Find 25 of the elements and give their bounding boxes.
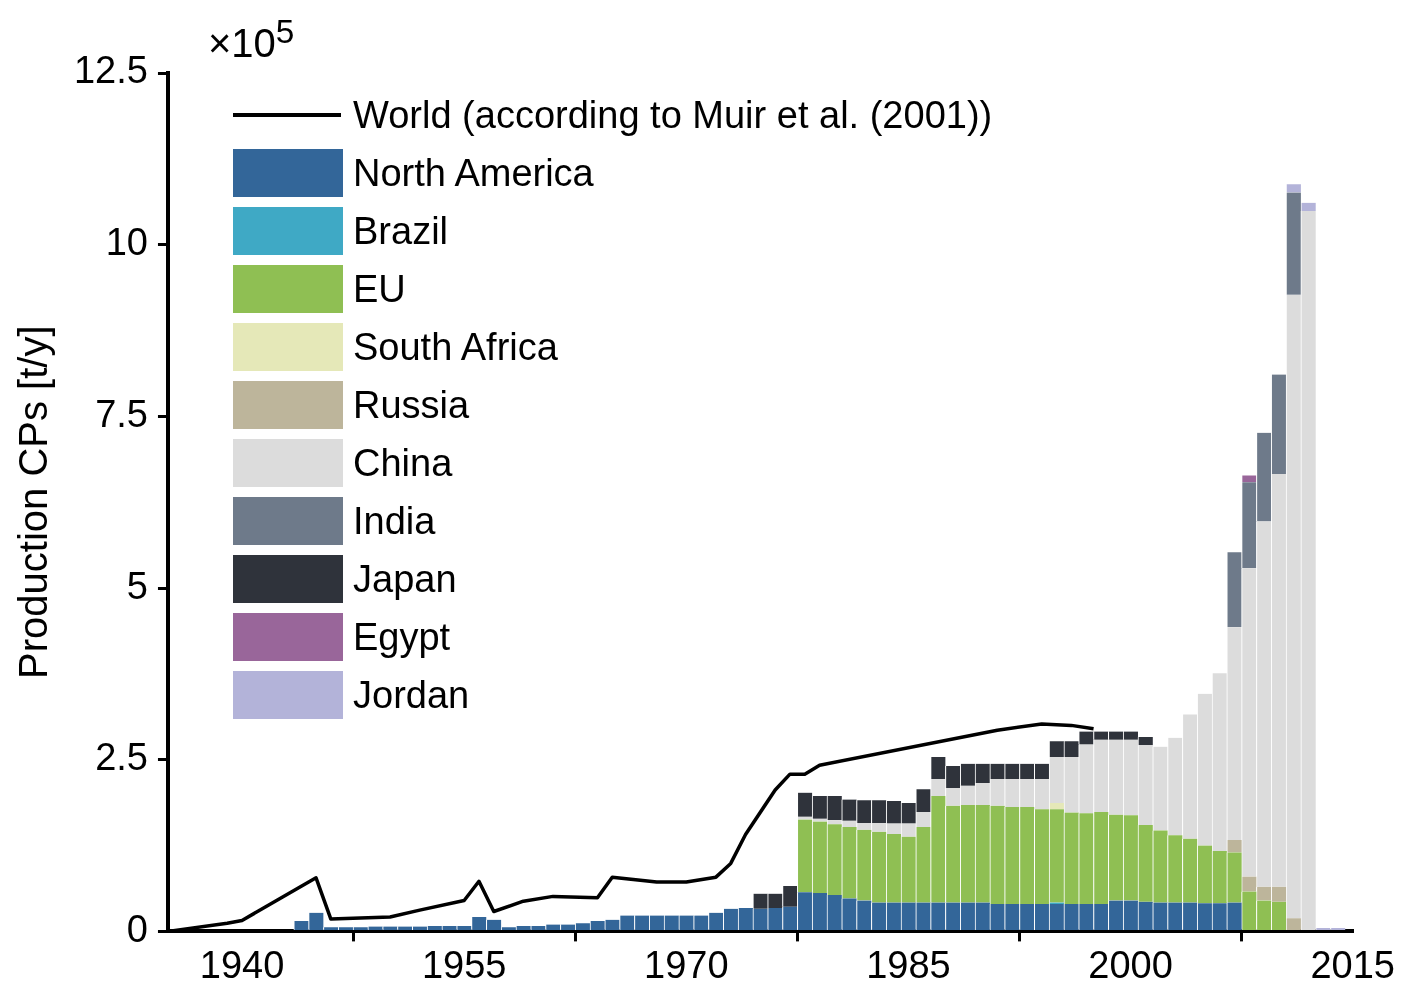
legend-label: India <box>353 499 436 543</box>
x-tick-label: 2015 <box>1310 943 1396 986</box>
legend-label: Brazil <box>353 209 449 253</box>
y-tick-label: 10 <box>105 221 148 264</box>
x-tick-label: 1955 <box>421 943 507 986</box>
y-tick-label: 7.5 <box>95 392 148 435</box>
y-axis-title: Production CPs [t/y] <box>11 325 56 679</box>
legend-label: Jordan <box>353 673 470 717</box>
legend-label: Russia <box>353 383 470 427</box>
legend-label: EU <box>353 267 406 311</box>
legend-label: North America <box>353 151 594 195</box>
x-tick-label: 1940 <box>199 943 285 986</box>
legend-label: Japan <box>353 557 457 601</box>
legend-label: South Africa <box>353 325 558 369</box>
text: ×10$^{5}$ <box>208 12 295 66</box>
x-tick-label: 1985 <box>866 943 951 986</box>
legend-label: World (according to Muir et al. (2001)) <box>353 93 993 137</box>
legend-label: China <box>353 441 453 485</box>
x-tick-label: 1970 <box>644 943 729 986</box>
x-tick-label: 2000 <box>1088 943 1173 986</box>
y-tick-label: 2.5 <box>95 736 148 779</box>
y-tick-label: 5 <box>126 564 148 607</box>
legend-label: Egypt <box>353 615 451 659</box>
y-tick-label: 0 <box>126 907 148 950</box>
y-tick-label: 12.5 <box>73 49 148 92</box>
